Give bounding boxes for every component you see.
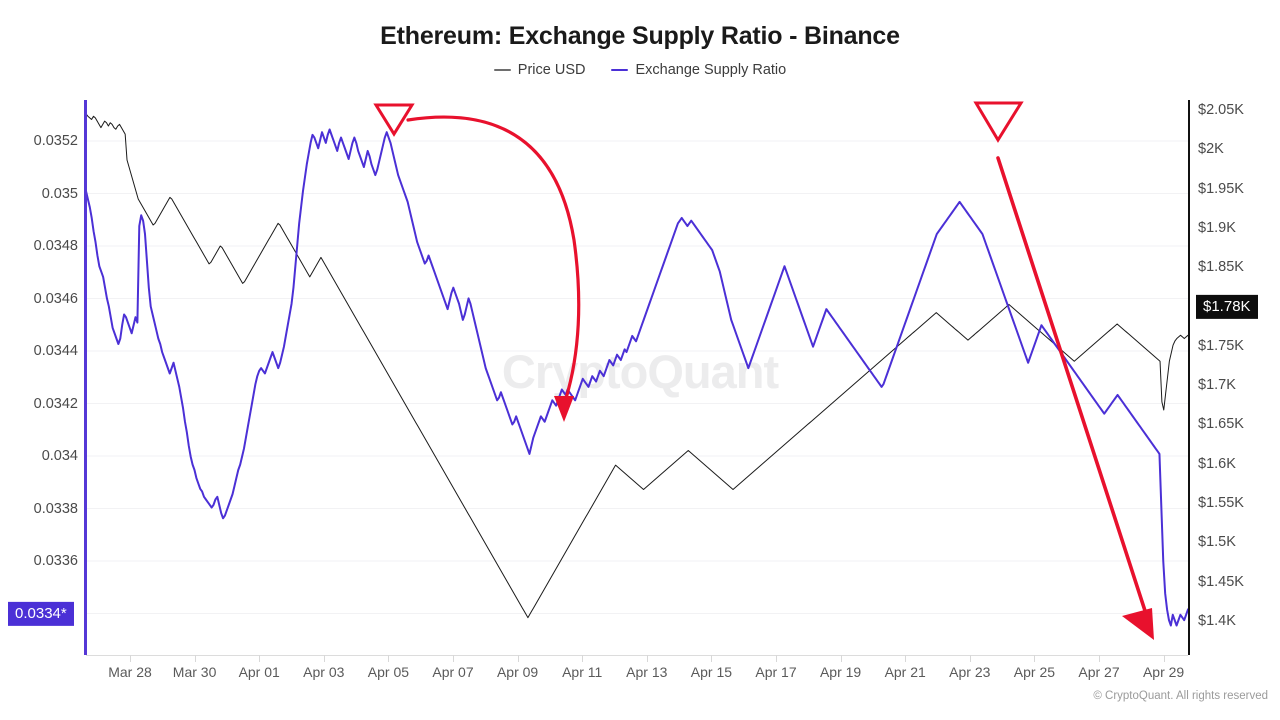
x-axis-tick-mark xyxy=(776,655,777,662)
left-axis-tick-label: 0.0342 xyxy=(33,395,78,412)
chart-canvas xyxy=(86,101,1188,640)
bottom-axis-spine xyxy=(86,655,1188,656)
x-axis-tick-mark xyxy=(194,655,196,662)
x-axis-tick-label: Apr 25 xyxy=(1013,664,1056,680)
legend-item-exchange-supply-ratio[interactable]: Exchange Supply Ratio xyxy=(611,62,786,78)
annotation-group-1 xyxy=(373,103,581,422)
right-axis-tick-label: $1.6K xyxy=(1198,455,1236,472)
plot-area xyxy=(86,100,1188,655)
x-axis-tick-label: Apr 19 xyxy=(819,664,862,680)
x-axis-tick-mark xyxy=(259,655,261,662)
left-axis-current-value-badge: 0.0334* xyxy=(8,601,74,626)
left-axis-tick-label: 0.0348 xyxy=(33,238,78,254)
left-axis-spine xyxy=(84,100,87,655)
right-axis-tick-label: $1.65K xyxy=(1198,416,1244,433)
right-axis-current-price-badge: $1.78K xyxy=(1196,294,1258,319)
left-axis-tick-label: 0.0352 xyxy=(33,133,78,149)
legend-swatch-exchange-supply-ratio xyxy=(611,68,629,72)
right-axis-tick-label: $1.85K xyxy=(1198,259,1244,276)
x-axis-tick-label: Apr 11 xyxy=(562,664,603,680)
triangle-down-marker-2 xyxy=(973,101,1024,143)
right-axis-tick-label: $1.9K xyxy=(1198,219,1236,236)
x-axis-tick-label: Apr 05 xyxy=(367,664,410,680)
x-axis-tick-label: Apr 15 xyxy=(690,664,733,680)
right-axis-spine xyxy=(1188,100,1190,655)
right-axis-tick-label: $1.4K xyxy=(1198,612,1236,629)
left-axis-tick-label: 0.0344 xyxy=(33,343,78,359)
right-axis-tick-label: $1.45K xyxy=(1198,573,1244,590)
left-axis-tick-label: 0.0338 xyxy=(33,500,78,517)
straight-arrow-2 xyxy=(996,156,1150,622)
x-axis-tick-label: Apr 09 xyxy=(496,664,539,680)
x-axis-tick-mark xyxy=(905,655,907,662)
legend-swatch-price-usd xyxy=(493,68,511,72)
x-axis-tick-mark xyxy=(840,655,842,662)
x-axis-tick-label: Apr 17 xyxy=(755,664,797,680)
x-axis-tick-label: Apr 07 xyxy=(432,664,474,680)
annotation-group-2 xyxy=(973,101,1154,640)
x-axis-tick-label: Apr 03 xyxy=(303,664,345,680)
copyright-footer: © CryptoQuant. All rights reserved xyxy=(1093,690,1268,702)
gridlines xyxy=(86,140,1188,614)
right-axis-tick-label: $1.5K xyxy=(1198,534,1236,551)
arrowhead-2 xyxy=(1122,608,1154,640)
chart-legend: Price USD Exchange Supply Ratio xyxy=(0,62,1280,78)
triangle-down-marker-1 xyxy=(373,103,415,137)
x-axis-tick-label: Apr 13 xyxy=(626,664,668,680)
exchange-supply-ratio-line xyxy=(86,128,1188,627)
legend-item-price-usd[interactable]: Price USD xyxy=(493,62,586,78)
x-axis-tick-mark xyxy=(1099,655,1100,662)
left-axis-tick-label: 0.0336 xyxy=(33,553,78,569)
right-axis-tick-label: $1.95K xyxy=(1198,180,1244,197)
x-axis-tick-mark xyxy=(517,655,519,662)
x-axis-tick-label: Mar 30 xyxy=(172,664,217,680)
x-axis-tick-label: Apr 29 xyxy=(1142,664,1185,680)
x-axis-tick-mark xyxy=(388,655,390,662)
right-axis-tick-label: $2.05K xyxy=(1198,102,1244,118)
left-axis-tick-label: 0.034 xyxy=(41,448,78,464)
x-axis-tick-mark xyxy=(969,655,971,662)
right-axis-tick-label: $1.55K xyxy=(1198,495,1244,511)
price-usd-line xyxy=(86,113,1188,619)
right-axis-tick-label: $1.7K xyxy=(1198,377,1236,394)
x-axis-tick-label: Mar 28 xyxy=(108,664,152,680)
x-axis-tick-mark xyxy=(1163,655,1165,662)
page-title: Ethereum: Exchange Supply Ratio - Binanc… xyxy=(380,22,900,50)
x-axis-tick-mark xyxy=(1034,655,1036,662)
x-axis-tick-label: Apr 21 xyxy=(884,664,926,680)
left-axis-tick-label: 0.0346 xyxy=(33,290,78,307)
x-axis-tick-mark xyxy=(323,655,325,662)
left-axis-tick-label: 0.035 xyxy=(41,185,78,202)
x-axis-tick-mark xyxy=(453,655,454,662)
x-axis-tick-label: Apr 27 xyxy=(1078,664,1120,680)
right-axis-tick-label: $2K xyxy=(1198,141,1224,158)
legend-label-exchange-supply-ratio: Exchange Supply Ratio xyxy=(635,62,787,78)
x-axis-tick-mark xyxy=(646,655,648,662)
curved-arrow-1 xyxy=(406,115,581,407)
x-axis-tick-mark xyxy=(582,655,584,662)
right-axis-tick-label: $1.75K xyxy=(1198,337,1244,354)
x-axis-tick-label: Apr 23 xyxy=(949,664,991,680)
x-axis-tick-mark xyxy=(711,655,713,662)
legend-label-price-usd: Price USD xyxy=(517,62,586,78)
watermark: CryptoQuant xyxy=(501,345,779,398)
x-axis-tick-label: Apr 01 xyxy=(238,664,280,680)
arrowhead-1 xyxy=(554,396,574,422)
x-axis-tick-mark xyxy=(130,655,131,662)
